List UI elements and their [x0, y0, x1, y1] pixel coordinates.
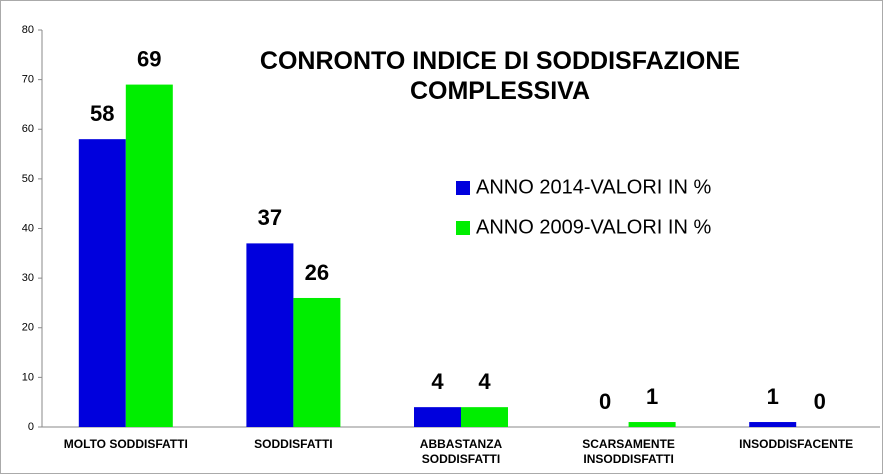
value-label: 37	[258, 205, 282, 230]
x-tick-label: SODDISFATTI	[254, 437, 333, 451]
bar	[78, 139, 126, 428]
y-tick-label: 50	[22, 173, 34, 185]
bar	[293, 297, 341, 427]
legend-swatch	[456, 181, 470, 195]
bar	[246, 243, 294, 427]
y-tick-label: 40	[22, 222, 34, 234]
value-label: 4	[431, 369, 444, 394]
y-tick-label: 60	[22, 123, 34, 135]
value-label: 69	[137, 46, 161, 71]
y-tick-label: 30	[22, 272, 34, 284]
value-label: 0	[814, 389, 826, 414]
x-tick-label: SCARSAMENTE INSODDISFATTI	[582, 437, 675, 466]
x-tick-label: MOLTO SODDISFATTI	[63, 437, 188, 451]
x-tick-label: ABBASTANZA SODDISFATTI	[419, 437, 503, 466]
x-tick-label: INSODDISFACENTE	[739, 437, 854, 451]
chart-title: CONRONTO INDICE DI SODDISFAZIONE COMPLES…	[259, 47, 741, 105]
bar	[628, 422, 676, 427]
legend-label: ANNO 2014-VALORI IN %	[476, 176, 711, 198]
y-tick-label: 70	[22, 74, 34, 86]
legend-swatch	[456, 221, 470, 235]
legend-label: ANNO 2009-VALORI IN %	[476, 216, 711, 238]
value-label: 0	[599, 389, 611, 414]
bar	[125, 84, 173, 428]
value-label: 58	[90, 101, 114, 126]
y-tick-label: 10	[22, 371, 34, 383]
y-tick-label: 20	[22, 322, 34, 334]
value-label: 1	[646, 384, 658, 409]
value-label: 26	[305, 260, 329, 285]
bar	[414, 407, 461, 427]
bar	[461, 407, 508, 427]
y-tick-label: 80	[22, 24, 34, 36]
bar	[749, 422, 797, 427]
value-label: 1	[767, 384, 779, 409]
y-tick-label: 0	[28, 421, 34, 433]
value-label: 4	[478, 369, 491, 394]
